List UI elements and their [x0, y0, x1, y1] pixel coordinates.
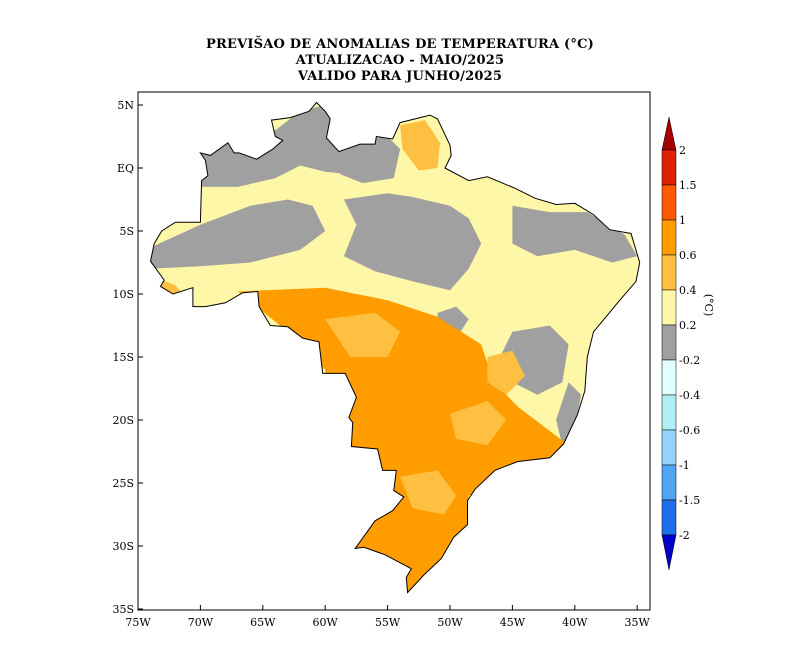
- region-gray-north-para: [340, 136, 401, 184]
- colorbar-label: -0.4: [679, 389, 700, 402]
- region-gray-para: [343, 193, 482, 291]
- colorbar-label: 1.5: [679, 179, 697, 192]
- colorbar-box: [661, 429, 677, 466]
- colorbar-label: 1: [679, 214, 686, 227]
- lat-tick-label: 30S: [112, 540, 134, 553]
- colorbar-extend-top: [661, 116, 677, 151]
- colorbar-extend-bottom: [661, 534, 677, 571]
- axis-ticks: 75W 70W 65W 60W 55W 50W 45W 40W 35W 5N EQ 5S 10S 15S 2…: [112, 99, 650, 629]
- region-orange-south: [237, 287, 569, 593]
- lon-tick-label: 40W: [562, 616, 588, 629]
- lat-tick-label: 5N: [117, 99, 134, 112]
- colorbar-box: [661, 289, 677, 326]
- lon-tick-label: 55W: [375, 616, 401, 629]
- title-line-1: PREVIŠAO DE ANOMALIAS DE TEMPERATURA (°C…: [206, 37, 594, 52]
- title-line-2: ATUALIZACAO - MAIO/2025: [295, 53, 505, 68]
- lat-tick-label: 20S: [112, 414, 134, 427]
- lon-tick-label: 60W: [313, 616, 339, 629]
- colorbar-box: [661, 464, 677, 501]
- region-gray-southwest-amazon: [150, 199, 326, 269]
- lat-tick-label: 25S: [112, 477, 134, 490]
- lon-tick-label: 75W: [125, 616, 151, 629]
- colorbar-box: [661, 149, 677, 186]
- region-lightorange-amapa: [400, 120, 440, 171]
- lon-tick-label: 70W: [188, 616, 214, 629]
- lat-tick-label: 5S: [119, 225, 134, 238]
- lat-tick-label: 10S: [112, 288, 134, 301]
- title-line-3: VALIDO PARA JUNHO/2025: [297, 69, 503, 84]
- colorbar-box: [661, 324, 677, 361]
- colorbar-box: [661, 219, 677, 256]
- colorbar-label: -1.5: [679, 494, 700, 507]
- region-lightorange-mg: [487, 350, 525, 395]
- brazil-outline: [149, 101, 641, 594]
- lat-tick-label: 15S: [112, 351, 134, 364]
- lon-tick-label: 65W: [250, 616, 276, 629]
- colorbar-box: [661, 254, 677, 291]
- colorbar-label: 2: [679, 144, 686, 157]
- region-lightorange-mt: [325, 312, 401, 357]
- colorbar-label: -0.6: [679, 424, 700, 437]
- colorbar-label: -1: [679, 459, 690, 472]
- lon-tick-label: 45W: [500, 616, 526, 629]
- region-gray-northeast: [512, 205, 638, 263]
- lon-tick-label: 50W: [437, 616, 463, 629]
- colorbar: 2 1.5 1 0.6 0.4 0.2 -0.2 -0.4 -0.6 -1 -1.5 -2: [661, 116, 700, 571]
- colorbar-label: 0.6: [679, 249, 697, 262]
- colorbar-box: [661, 499, 677, 536]
- colorbar-box: [661, 184, 677, 221]
- lat-tick-label: 35S: [112, 603, 134, 616]
- colorbar-label: 0.2: [679, 319, 697, 332]
- colorbar-label: -2: [679, 529, 690, 542]
- region-lightorange-sp: [450, 401, 507, 446]
- colorbar-box: [661, 359, 677, 396]
- lon-tick-label: 35W: [625, 616, 651, 629]
- colorbar-label: 0.4: [679, 284, 697, 297]
- lat-tick-label: EQ: [117, 162, 134, 175]
- colorbar-box: [661, 394, 677, 431]
- colorbar-label: -0.2: [679, 354, 700, 367]
- colorbar-unit-label: (°C): [702, 294, 715, 317]
- region-lightorange-pr-sc: [400, 470, 457, 515]
